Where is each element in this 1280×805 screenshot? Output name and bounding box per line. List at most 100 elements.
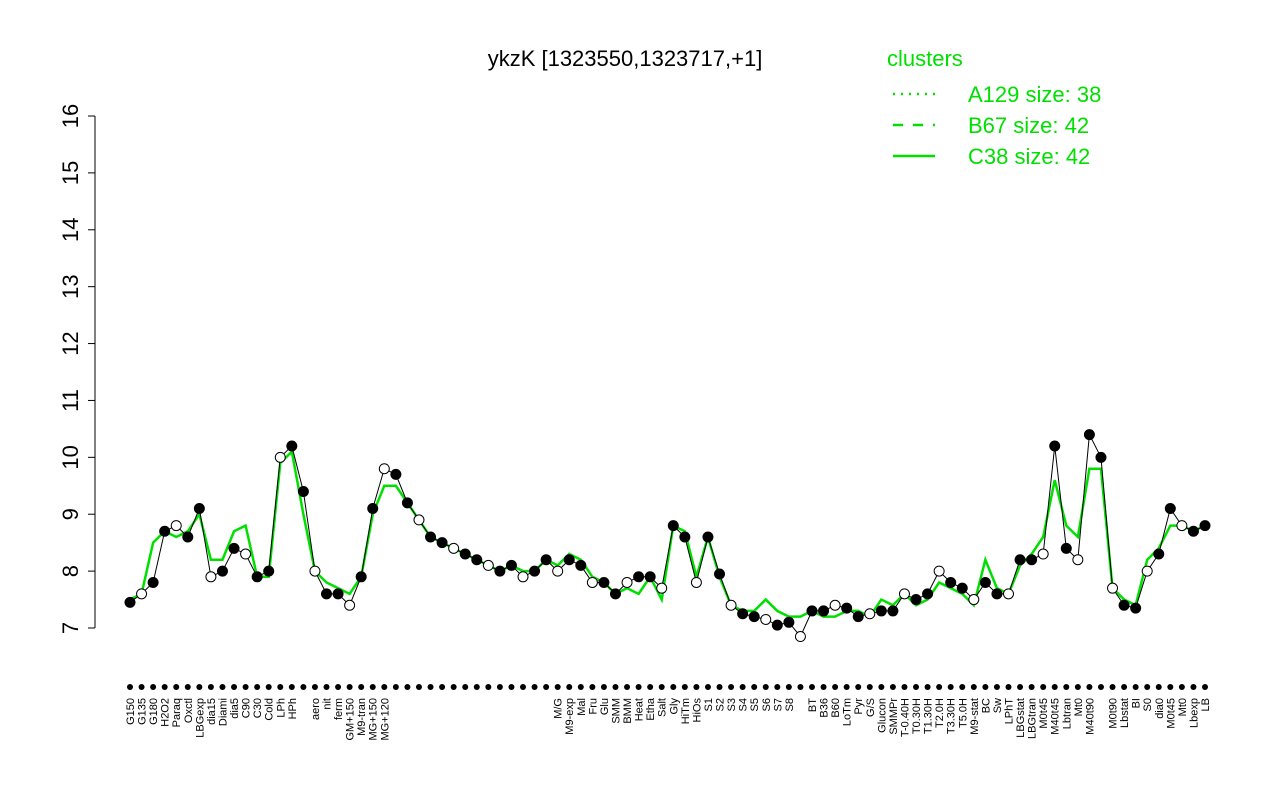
condition-dot [254, 684, 261, 690]
condition-dot [681, 684, 688, 690]
x-tick-label: M9-tran [356, 698, 368, 736]
condition-dot [1040, 684, 1047, 690]
condition-dot [277, 684, 284, 690]
condition-dot [173, 684, 180, 690]
x-tick-label: M9-stat [969, 698, 981, 735]
condition-dot [231, 684, 238, 690]
condition-dot [612, 684, 619, 690]
x-tick-label: dia0 [1154, 698, 1166, 719]
condition-dot [889, 684, 896, 690]
condition-dot [300, 684, 307, 690]
data-point [771, 619, 783, 631]
condition-dot [600, 684, 607, 690]
data-point [644, 571, 656, 583]
condition-dot [1097, 684, 1104, 690]
condition-dot [1132, 684, 1139, 690]
x-tick-label: LB [1200, 698, 1212, 711]
x-tick-label: T1.30H [923, 698, 935, 734]
condition-dot [797, 684, 804, 690]
x-tick-label: Salt [657, 698, 669, 717]
condition-dot [901, 684, 908, 690]
x-tick-label: HPh [287, 698, 299, 719]
data-point [818, 605, 830, 617]
condition-dot [589, 684, 596, 690]
data-point [621, 576, 633, 588]
condition-dot [439, 684, 446, 690]
data-point [182, 531, 194, 543]
data-point [274, 451, 286, 463]
data-point [321, 588, 333, 600]
x-tick-label: S6 [761, 698, 773, 711]
data-point [1153, 548, 1165, 560]
x-tick-label: HiOs [691, 698, 703, 723]
condition-dot [1190, 684, 1197, 690]
condition-dot [1121, 684, 1128, 690]
condition-dot [728, 684, 735, 690]
condition-dot [993, 684, 1000, 690]
condition-dot [751, 684, 758, 690]
legend-title: clusters [887, 46, 963, 71]
condition-dot [693, 684, 700, 690]
data-point [251, 571, 263, 583]
data-point [748, 611, 760, 623]
data-point [667, 520, 679, 532]
data-point [552, 565, 564, 577]
condition-dot [947, 684, 954, 690]
x-tick-label: Cold [264, 698, 276, 721]
data-point [794, 631, 806, 643]
data-point [875, 605, 887, 617]
data-point [852, 611, 864, 623]
data-point [1095, 451, 1107, 463]
condition-dot [242, 684, 249, 690]
x-tick-label: M/G [553, 698, 565, 719]
condition-dot [878, 684, 885, 690]
x-tick-label: S3 [726, 698, 738, 711]
x-tick-label: M0t90 [1108, 698, 1120, 729]
x-tick-label: M0t45 [1165, 698, 1177, 729]
x-tick-label: C30 [252, 698, 264, 718]
data-point [922, 588, 934, 600]
condition-dot [554, 684, 561, 690]
x-tick-label: Mt0 [1177, 698, 1189, 716]
data-point [1118, 599, 1130, 611]
data-point [124, 596, 136, 608]
data-point [436, 537, 448, 549]
condition-dot [161, 684, 168, 690]
condition-dot [323, 684, 330, 690]
data-point [656, 582, 668, 594]
x-tick-label: G150 [125, 698, 137, 725]
x-tick-label: SMM [610, 698, 622, 724]
data-point [390, 468, 402, 480]
x-tick-label: dia5 [229, 698, 241, 719]
data-point [471, 554, 483, 566]
x-tick-label: Heat [634, 698, 646, 721]
data-point [968, 594, 980, 606]
data-point [367, 503, 379, 515]
condition-dot [1109, 684, 1116, 690]
data-point [679, 531, 691, 543]
data-point [193, 503, 205, 515]
chart-title: ykzK [1323550,1323717,+1] [488, 46, 763, 71]
condition-dot [1178, 684, 1185, 690]
condition-dot [127, 684, 133, 690]
data-point [1199, 520, 1211, 532]
condition-dot [520, 684, 527, 690]
x-tick-label: LBGtran [1027, 698, 1039, 739]
x-tick-label: S5 [749, 698, 761, 711]
x-tick-label: T0.30H [911, 698, 923, 734]
x-tick-label: Oxctl [183, 698, 195, 723]
legend-label: B67 size: 42 [968, 113, 1089, 138]
condition-dot [762, 684, 769, 690]
y-tick-label: 9 [58, 508, 83, 520]
data-point [760, 613, 772, 625]
condition-dot [1144, 684, 1151, 690]
data-point [1130, 602, 1142, 614]
data-point [228, 542, 240, 554]
x-tick-label: LPhT [1003, 698, 1015, 725]
condition-dot [288, 684, 295, 690]
condition-dot [335, 684, 342, 690]
x-tick-label: LBGexp [194, 698, 206, 738]
data-point [425, 531, 437, 543]
data-point [783, 616, 795, 628]
data-point [1014, 554, 1026, 566]
